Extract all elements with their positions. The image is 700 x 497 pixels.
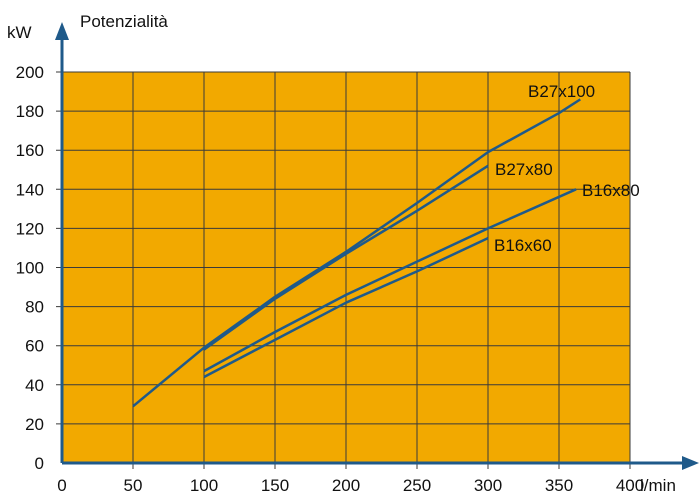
series-line-b16x80 <box>203 188 577 373</box>
y-tick-label: 80 <box>25 298 44 317</box>
y-tick-label: 60 <box>25 337 44 356</box>
y-axis-title: Potenzialità <box>80 12 168 31</box>
x-tick-label: 300 <box>474 476 502 495</box>
x-tick-label: 50 <box>124 476 143 495</box>
y-tick-label: 20 <box>25 415 44 434</box>
x-tick-label: 400 <box>616 476 644 495</box>
y-tick-label: 180 <box>16 102 44 121</box>
series-label-b16x60: B16x60 <box>494 236 552 255</box>
series-label-b16x80: B16x80 <box>582 181 640 200</box>
series-labels: B27x100 B27x80 B16x80 B16x60 <box>494 82 640 255</box>
x-axis-unit: l/min <box>640 476 676 495</box>
series-line-b27x100 <box>132 98 581 408</box>
x-tick-label: 150 <box>261 476 289 495</box>
series-lines <box>132 98 581 408</box>
y-tick-label: 140 <box>16 180 44 199</box>
y-tick-label: 200 <box>16 63 44 82</box>
y-tick-label: 0 <box>35 454 44 473</box>
series-label-b27x100: B27x100 <box>528 82 595 101</box>
y-tick-label: 160 <box>16 141 44 160</box>
x-tick-label: 250 <box>403 476 431 495</box>
series-label-b27x80: B27x80 <box>495 160 553 179</box>
series-line-b27x80 <box>203 164 489 351</box>
y-axis-unit: kW <box>7 23 32 42</box>
grid <box>56 71 631 469</box>
series-line-b16x60 <box>203 237 489 379</box>
y-tick-label: 40 <box>25 376 44 395</box>
x-tick-label: 350 <box>545 476 573 495</box>
y-axis-arrow <box>55 22 69 40</box>
y-tick-label: 120 <box>16 219 44 238</box>
tick-labels: 0 20 40 60 80 100 120 140 160 180 200 0 50 100 150 200 2… <box>16 63 645 495</box>
x-tick-label: 0 <box>57 476 66 495</box>
axes <box>55 22 699 470</box>
x-tick-label: 100 <box>190 476 218 495</box>
x-axis-arrow <box>682 456 699 470</box>
x-tick-label: 200 <box>332 476 360 495</box>
y-tick-label: 100 <box>16 259 44 278</box>
